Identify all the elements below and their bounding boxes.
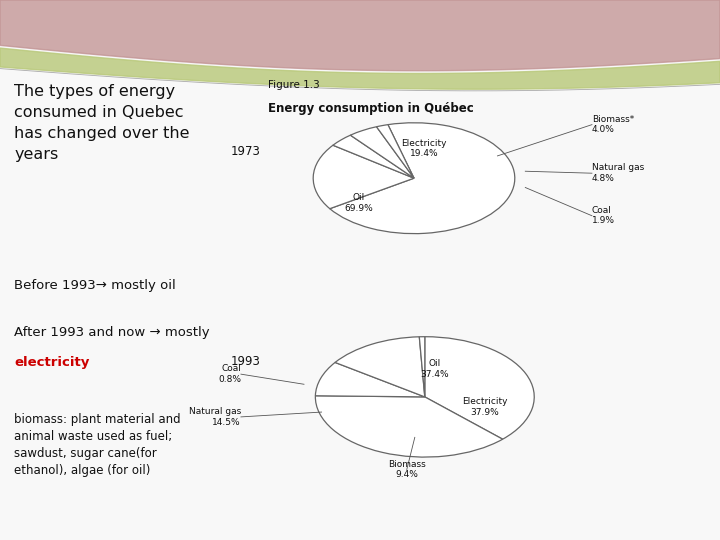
Wedge shape [315,396,503,457]
Text: Coal
0.8%: Coal 0.8% [218,364,241,384]
Text: The types of energy
consumed in Quebec
has changed over the
years: The types of energy consumed in Quebec h… [14,84,190,162]
Wedge shape [425,337,534,439]
Text: Oil
69.9%: Oil 69.9% [345,193,374,213]
Text: Electricity
19.4%: Electricity 19.4% [401,138,446,158]
Text: Oil
37.4%: Oil 37.4% [420,359,449,379]
Text: electricity: electricity [14,356,90,369]
Wedge shape [315,362,425,397]
Text: Biomass*
4.0%: Biomass* 4.0% [592,115,634,134]
Text: biomass: plant material and
animal waste used as fuel;
sawdust, sugar cane(for
e: biomass: plant material and animal waste… [14,413,181,477]
Text: Natural gas
4.8%: Natural gas 4.8% [592,164,644,183]
Text: Before 1993→ mostly oil: Before 1993→ mostly oil [14,279,176,292]
Text: Biomass
9.4%: Biomass 9.4% [388,460,426,479]
Wedge shape [419,337,425,397]
Wedge shape [333,135,414,178]
Text: Energy consumption in Québec: Energy consumption in Québec [269,102,474,114]
Text: Electricity
37.9%: Electricity 37.9% [462,397,508,416]
Wedge shape [330,123,515,234]
Text: Natural gas
14.5%: Natural gas 14.5% [189,407,241,427]
Wedge shape [335,337,425,397]
Text: Figure 1.3: Figure 1.3 [269,80,320,90]
Text: Coal
1.9%: Coal 1.9% [592,206,615,225]
Wedge shape [351,127,414,178]
Wedge shape [313,145,414,208]
Wedge shape [377,125,414,178]
Text: 1973: 1973 [230,145,260,158]
Text: 1993: 1993 [230,355,260,368]
Text: After 1993 and now → mostly: After 1993 and now → mostly [14,326,210,339]
